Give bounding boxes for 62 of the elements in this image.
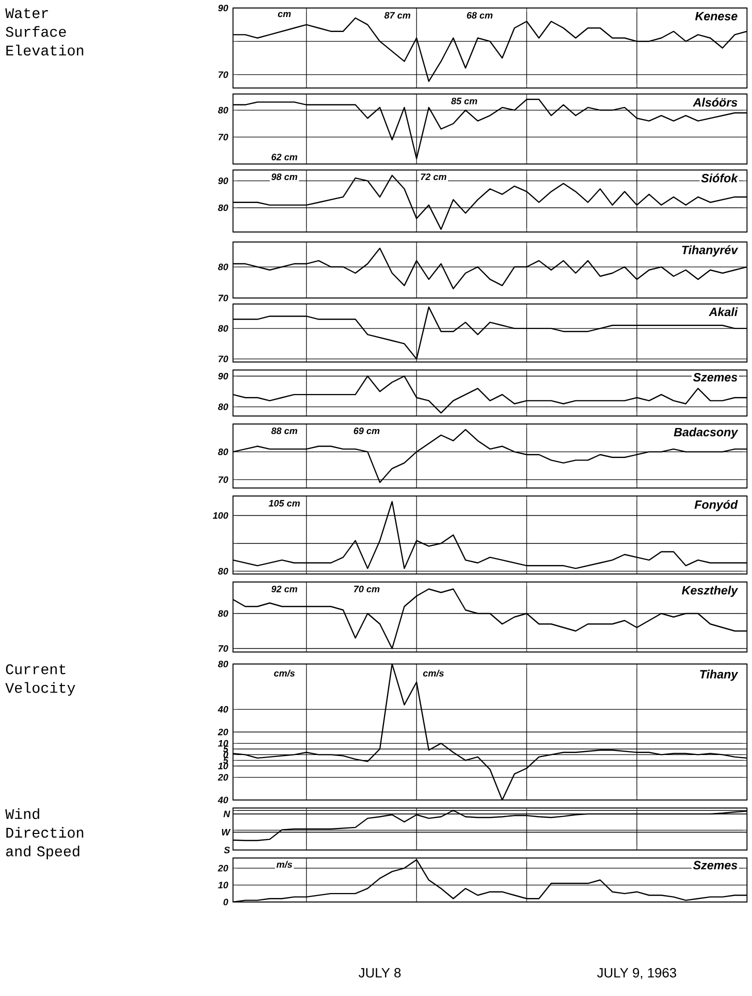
chart-title: Alsóörs [692,98,738,107]
annotation: 88 cm [271,428,298,434]
y-axis-title: Water Surface Elevation [5,8,84,56]
y-tick-label: 70 [218,356,228,362]
x-tick-label: JULY 8 [358,968,401,978]
y-axis-title: Wind Direction and Speed [5,808,84,860]
annotation: 68 cm [466,12,493,19]
chart-title: Siófok [701,173,738,182]
y-tick-label: 90 [218,4,228,12]
y-tick-label: 80 [218,325,228,332]
y-tick-label: 100 [212,512,228,519]
y-tick-label: 70 [218,71,228,78]
annotation: 92 cm [271,586,298,592]
x-tick-label: JULY 9, 1963 [597,968,676,980]
y-tick-label: 70 [218,294,228,302]
y-tick-label: 20 [218,728,228,736]
annotation: 70 cm [354,586,380,592]
annotation: 85 cm [451,98,478,104]
chart-title: Keszthely [682,586,738,597]
chart-title: Szemes [693,860,738,870]
y-tick-label: 70 [218,134,228,140]
y-tick-label: 80 [218,568,228,575]
chart-title: Tihany [700,670,738,681]
y-tick-label: 80 [218,264,228,270]
annotation: 87 cm [384,12,410,19]
y-tick-label: 80 [218,404,228,410]
y-tick-label: 40 [218,706,228,713]
ref-line-label: S [224,846,230,854]
chart-title: Badacsony [674,428,738,439]
annotation: cm/s [423,670,444,677]
y-tick-label: 90 [218,372,228,380]
y-tick-label: 20 [218,864,228,872]
chart-title: Tihanyrév [682,245,738,257]
annotation: 62 cm [272,154,298,160]
annotation: m/s [276,860,292,868]
chart-title: Kenese [695,12,738,20]
chart-title: Szemes [693,372,738,382]
annotation: 98 cm [271,173,298,180]
y-tick-label: 90 [218,178,228,184]
annotation: 105 cm [268,500,300,507]
chart-title: Fonyód [694,500,738,512]
y-tick-label: 0 [223,898,228,906]
y-tick-label: 80 [218,610,228,617]
y-tick-label: 80 [218,448,228,456]
y-tick-label: 20 [218,774,228,781]
y-tick-label: 10 [218,740,228,747]
annotation: cm [278,12,291,18]
y-tick-label: 70 [218,645,228,652]
y-tick-label: 80 [218,106,228,114]
annotation: 69 cm [354,428,380,434]
y-tick-label: 10 [218,882,228,888]
annotation: cm/s [274,670,295,677]
y-tick-label: 70 [218,476,228,483]
chart-title: Akali [708,307,738,316]
annotation: 72 cm [420,173,446,180]
y-tick-label: 80 [218,204,228,212]
ref-line-label: W [222,828,231,836]
y-tick-label: 40 [218,796,228,804]
ref-line-label: N [223,810,230,818]
y-tick-label: 80 [218,660,228,668]
y-axis-title: Current Velocity [5,664,76,696]
y-tick-label: 10 [218,762,228,770]
